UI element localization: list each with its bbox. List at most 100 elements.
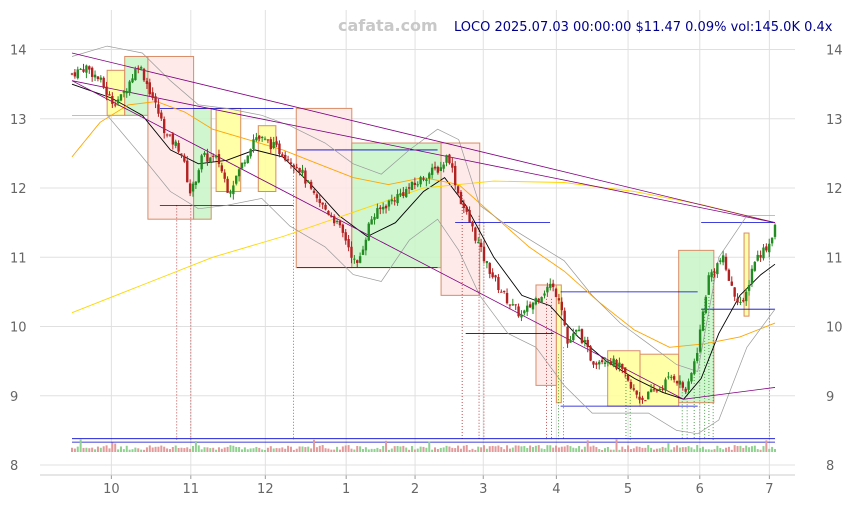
volume-bar (385, 440, 388, 452)
candle-body (641, 397, 644, 400)
volume-bar (186, 447, 189, 452)
candle-body (690, 372, 693, 382)
candle-body (569, 340, 572, 343)
candle-body (335, 220, 339, 222)
candle-body (168, 134, 172, 136)
volume-bar (413, 449, 416, 452)
candle (232, 180, 235, 200)
candle (79, 67, 82, 70)
candle (125, 88, 128, 98)
volume-bar (627, 445, 630, 452)
volume-bars (71, 439, 776, 452)
candle (557, 293, 561, 305)
candle-body (575, 329, 578, 332)
volume-bar (382, 446, 385, 452)
candle (194, 181, 198, 189)
candle (612, 355, 615, 368)
candle (661, 385, 664, 392)
volume-bar (753, 445, 756, 452)
candlesticks (70, 63, 777, 404)
volume-bar (76, 446, 79, 452)
candle (569, 335, 572, 343)
candle (137, 65, 140, 74)
volume-bar (471, 448, 474, 452)
volume-bar (122, 449, 125, 452)
candle-body (600, 360, 604, 363)
volume-bar (313, 439, 316, 452)
volume-bar (514, 445, 517, 452)
candle-body (430, 167, 434, 175)
candle-body (324, 204, 327, 210)
candle (448, 153, 451, 165)
volume-bar (91, 447, 94, 452)
volume-bar (756, 449, 759, 452)
volume-bar (725, 447, 728, 452)
volume-bar (517, 445, 520, 452)
volume-bar (480, 447, 483, 452)
candle-body (361, 249, 365, 255)
candle (361, 245, 365, 255)
candle-body (459, 192, 463, 205)
volume-bar (252, 448, 255, 452)
candle (615, 358, 618, 371)
candle (672, 374, 676, 383)
x-tick-label: 6 (696, 482, 704, 497)
candle-body (621, 363, 624, 369)
candle-body (356, 260, 359, 263)
range-boxes (106, 55, 750, 407)
candle-body (263, 138, 267, 140)
candle (589, 344, 592, 362)
volume-bar (526, 447, 529, 452)
volume-bar (338, 449, 341, 452)
volume-bar (249, 448, 252, 452)
candle (649, 384, 653, 393)
candle (151, 87, 154, 101)
candle (243, 159, 247, 167)
volume-bar (529, 445, 532, 452)
y-tick-label-left: 12 (10, 182, 27, 197)
candle-body (364, 239, 368, 251)
candle-body (105, 86, 108, 95)
candle (690, 372, 693, 384)
candle-body (373, 216, 376, 220)
candle (494, 274, 497, 282)
candle-body (698, 329, 702, 352)
candle-body (488, 263, 491, 274)
y-tick-label-left: 14 (10, 44, 27, 59)
volume-bar (189, 448, 192, 452)
candle (402, 187, 405, 199)
candle (756, 250, 759, 262)
candle (376, 203, 379, 220)
candle-body (514, 304, 517, 306)
volume-bar (197, 445, 200, 452)
candle (214, 154, 218, 159)
y-tick-label-right: 13 (826, 113, 843, 128)
volume-bar (330, 449, 333, 452)
candle (180, 153, 183, 159)
volume-bar (652, 449, 655, 452)
indicator-bb-upper (71, 45, 775, 372)
candle-body (162, 119, 166, 134)
indicator-sma-long (71, 180, 776, 314)
candle-body (206, 153, 209, 162)
candle-body (307, 181, 310, 183)
candle (269, 136, 272, 154)
candle (724, 253, 728, 272)
candle-body (730, 281, 733, 286)
volume-bar (768, 448, 771, 452)
candle (223, 169, 226, 183)
volume-bar (650, 447, 653, 452)
indicator-lines (71, 45, 776, 435)
candle-body (367, 223, 370, 241)
candle (191, 181, 195, 197)
volume-bar (180, 447, 183, 452)
candle-body (727, 269, 731, 281)
candle (390, 194, 394, 205)
candle-body (696, 352, 699, 361)
candle-body (93, 74, 97, 78)
candle-body (387, 200, 391, 207)
y-tick-label-right: 9 (826, 390, 834, 405)
volume-bar (327, 448, 330, 452)
volume-bar (690, 447, 693, 452)
volume-bar (439, 447, 442, 452)
